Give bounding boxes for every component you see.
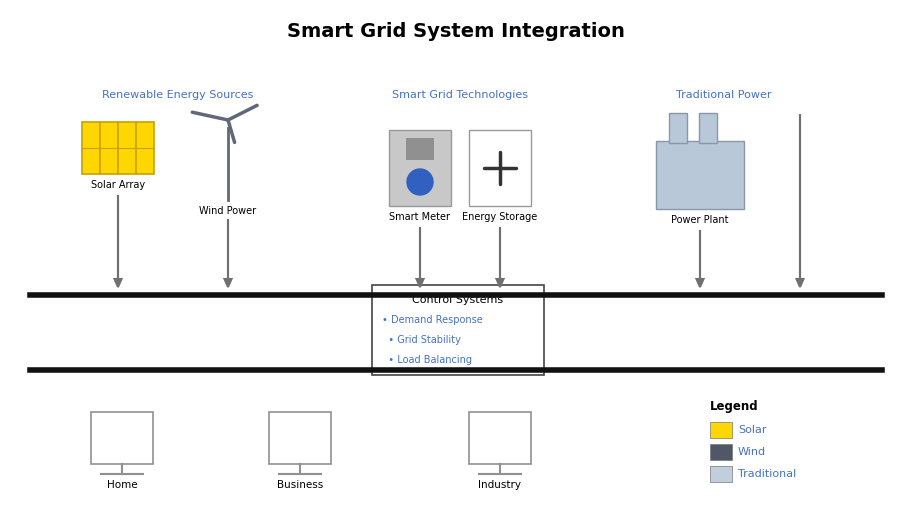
Bar <box>468 130 530 206</box>
Text: Smart Meter: Smart Meter <box>389 212 450 222</box>
Bar <box>710 466 732 482</box>
Text: • Grid Stability: • Grid Stability <box>382 335 460 345</box>
Bar <box>405 138 434 160</box>
Text: Power Plant: Power Plant <box>670 215 728 225</box>
Text: Industry: Industry <box>478 480 521 490</box>
FancyArrow shape <box>496 228 503 287</box>
FancyArrow shape <box>115 196 121 287</box>
Text: Solar Array: Solar Array <box>91 180 145 190</box>
Text: • Demand Response: • Demand Response <box>382 315 482 325</box>
Text: Traditional Power: Traditional Power <box>676 90 771 100</box>
Bar <box>655 141 743 209</box>
Text: Business: Business <box>277 480 322 490</box>
Bar <box>710 444 732 460</box>
Bar <box>389 130 451 206</box>
Text: Legend: Legend <box>710 400 758 413</box>
Text: • Load Balancing: • Load Balancing <box>382 355 472 365</box>
FancyArrow shape <box>224 220 231 287</box>
Text: Renewable Energy Sources: Renewable Energy Sources <box>102 90 253 100</box>
Bar <box>698 113 716 143</box>
Bar <box>710 422 732 438</box>
Bar <box>372 285 543 375</box>
Bar <box>468 412 530 464</box>
Bar <box>91 412 153 464</box>
Bar <box>269 412 331 464</box>
Text: Smart Grid Technologies: Smart Grid Technologies <box>392 90 527 100</box>
Bar <box>669 113 686 143</box>
Circle shape <box>406 169 433 195</box>
Text: Traditional: Traditional <box>737 469 795 479</box>
Text: Wind Power: Wind Power <box>200 206 256 216</box>
FancyArrow shape <box>416 228 423 287</box>
Text: Energy Storage: Energy Storage <box>462 212 537 222</box>
Text: Control Systems: Control Systems <box>412 295 503 305</box>
Text: Solar: Solar <box>737 425 765 435</box>
FancyArrow shape <box>696 231 702 287</box>
FancyArrow shape <box>795 115 803 287</box>
Text: Wind: Wind <box>737 447 765 457</box>
Bar <box>82 122 154 174</box>
Text: Home: Home <box>107 480 138 490</box>
Text: Smart Grid System Integration: Smart Grid System Integration <box>287 22 624 41</box>
